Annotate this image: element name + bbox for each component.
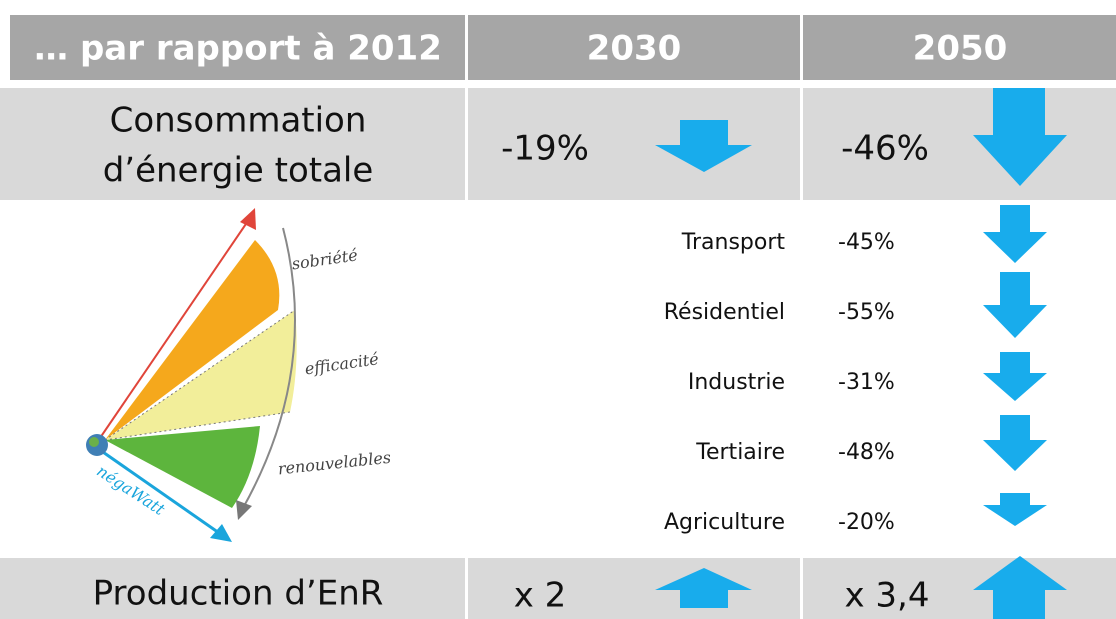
down-arrow [983, 272, 1047, 338]
sector-value: -48% [838, 440, 895, 465]
gray-arrow [242, 227, 296, 509]
sector-value: -45% [838, 230, 895, 255]
production-2050: x 3,4 [845, 576, 930, 616]
total-2030: -19% [501, 129, 589, 169]
sector-value: -31% [838, 370, 895, 395]
down-arrow [655, 120, 752, 172]
production-2030: x 2 [514, 576, 567, 616]
down-arrow [983, 352, 1047, 401]
up-arrow [655, 568, 752, 608]
sector-name: Résidentiel [664, 300, 785, 325]
down-arrow [973, 88, 1067, 186]
production-row [0, 558, 1116, 619]
divider [465, 558, 468, 619]
blue-arrow [99, 448, 223, 537]
total-label: d’énergie totale [103, 151, 374, 191]
total-row [0, 88, 1116, 200]
down-arrow [983, 205, 1047, 263]
sector-name: Agriculture [664, 510, 785, 535]
total-label: Consommation [110, 101, 367, 141]
dotted-line [104, 411, 291, 441]
up-arrow [973, 556, 1067, 619]
production-label: Production d’EnR [93, 574, 384, 614]
header-label: … par rapport à 2012 [34, 29, 442, 69]
diagram-label: efficacité [304, 349, 380, 378]
red-arrow [99, 217, 251, 439]
globe [89, 437, 99, 447]
sector-value: -55% [838, 300, 895, 325]
divider [800, 88, 803, 200]
arrowhead [210, 524, 232, 542]
header-cell [10, 15, 465, 80]
wedge [105, 426, 260, 508]
negawatt-diagram: sobriété efficacité renouvelables négaWa… [86, 208, 392, 542]
divider [465, 88, 468, 200]
arrowhead [236, 500, 252, 520]
header-cell [803, 15, 1116, 80]
header-2030: 2030 [587, 29, 682, 69]
sector-name: Tertiaire [695, 440, 785, 465]
divider [800, 558, 803, 619]
down-arrow [983, 415, 1047, 471]
diagram-label: renouvelables [277, 448, 392, 479]
wedge [105, 240, 280, 440]
arrowhead [240, 208, 256, 230]
down-arrow [983, 493, 1047, 526]
header-2050: 2050 [913, 29, 1008, 69]
total-2050: -46% [841, 129, 929, 169]
sector-value: -20% [838, 510, 895, 535]
header-cell [468, 15, 800, 80]
sector-name: Transport [681, 230, 786, 255]
dotted-line [104, 309, 296, 441]
sector-name: Industrie [688, 370, 785, 395]
diagram-label: sobriété [291, 245, 359, 273]
